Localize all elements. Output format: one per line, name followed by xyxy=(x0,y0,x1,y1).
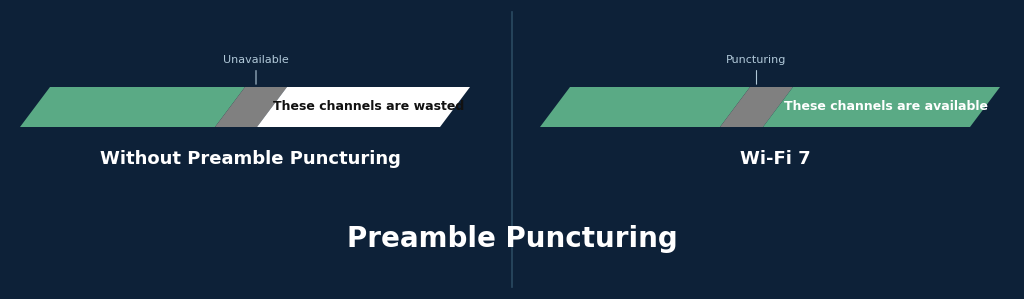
Polygon shape xyxy=(720,87,793,127)
FancyBboxPatch shape xyxy=(5,5,1019,294)
Polygon shape xyxy=(215,87,287,127)
Polygon shape xyxy=(20,87,245,127)
Text: Puncturing: Puncturing xyxy=(726,55,786,84)
Text: Wi-Fi 7: Wi-Fi 7 xyxy=(739,150,810,168)
Polygon shape xyxy=(540,87,750,127)
Text: Unavailable: Unavailable xyxy=(223,55,289,84)
Text: Without Preamble Puncturing: Without Preamble Puncturing xyxy=(99,150,400,168)
Polygon shape xyxy=(257,87,470,127)
Text: These channels are available: These channels are available xyxy=(784,100,988,114)
Text: These channels are wasted: These channels are wasted xyxy=(272,100,464,114)
Polygon shape xyxy=(763,87,1000,127)
Text: Preamble Puncturing: Preamble Puncturing xyxy=(347,225,677,253)
